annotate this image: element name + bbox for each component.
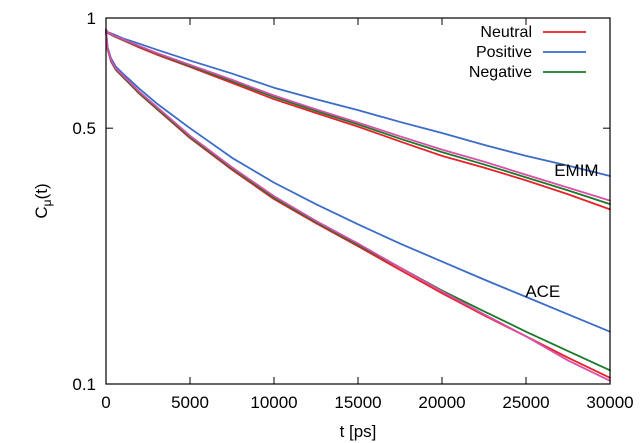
x-axis-title: t [ps] <box>340 422 377 441</box>
series-line-ace-6 <box>105 30 611 372</box>
plot-frame <box>105 17 611 385</box>
y-tick-label: 0.5 <box>72 119 96 138</box>
x-tick-label: 25000 <box>502 393 549 412</box>
legend: Neutral Positive Negative <box>469 24 586 81</box>
series-line-emim-3 <box>105 28 611 202</box>
series-line-emim-1 <box>105 28 611 177</box>
x-tick-label: 0 <box>101 393 110 412</box>
series-line-ace-7 <box>105 30 611 382</box>
y-axis-title: Cμ(t) <box>32 183 54 218</box>
series-line-emim-0 <box>105 28 611 211</box>
annotation-emim: EMIM <box>554 161 598 180</box>
legend-label-positive: Positive <box>476 44 532 61</box>
ticks-layer: 0 5000 10000 15000 20000 25000 30000 0.1 0.5 1 <box>72 9 633 412</box>
series-layer <box>105 28 611 382</box>
y-axis-title-main: C <box>32 206 51 218</box>
legend-label-neutral: Neutral <box>480 24 532 41</box>
y-axis-title-subscript: μ <box>40 199 54 206</box>
x-tick-label: 20000 <box>418 393 465 412</box>
series-line-ace-5 <box>105 30 611 333</box>
series-line-ace-4 <box>105 30 611 379</box>
x-tick-label: 15000 <box>334 393 381 412</box>
legend-label-negative: Negative <box>469 64 532 81</box>
annotation-ace: ACE <box>525 282 560 301</box>
x-tick-label: 30000 <box>586 393 633 412</box>
y-tick-label: 1 <box>87 9 96 28</box>
x-tick-label: 5000 <box>171 393 209 412</box>
annotations-layer: EMIM ACE <box>525 161 598 301</box>
y-axis-title-suffix: (t) <box>32 183 51 199</box>
x-tick-label: 10000 <box>250 393 297 412</box>
y-tick-label: 0.1 <box>72 375 96 394</box>
